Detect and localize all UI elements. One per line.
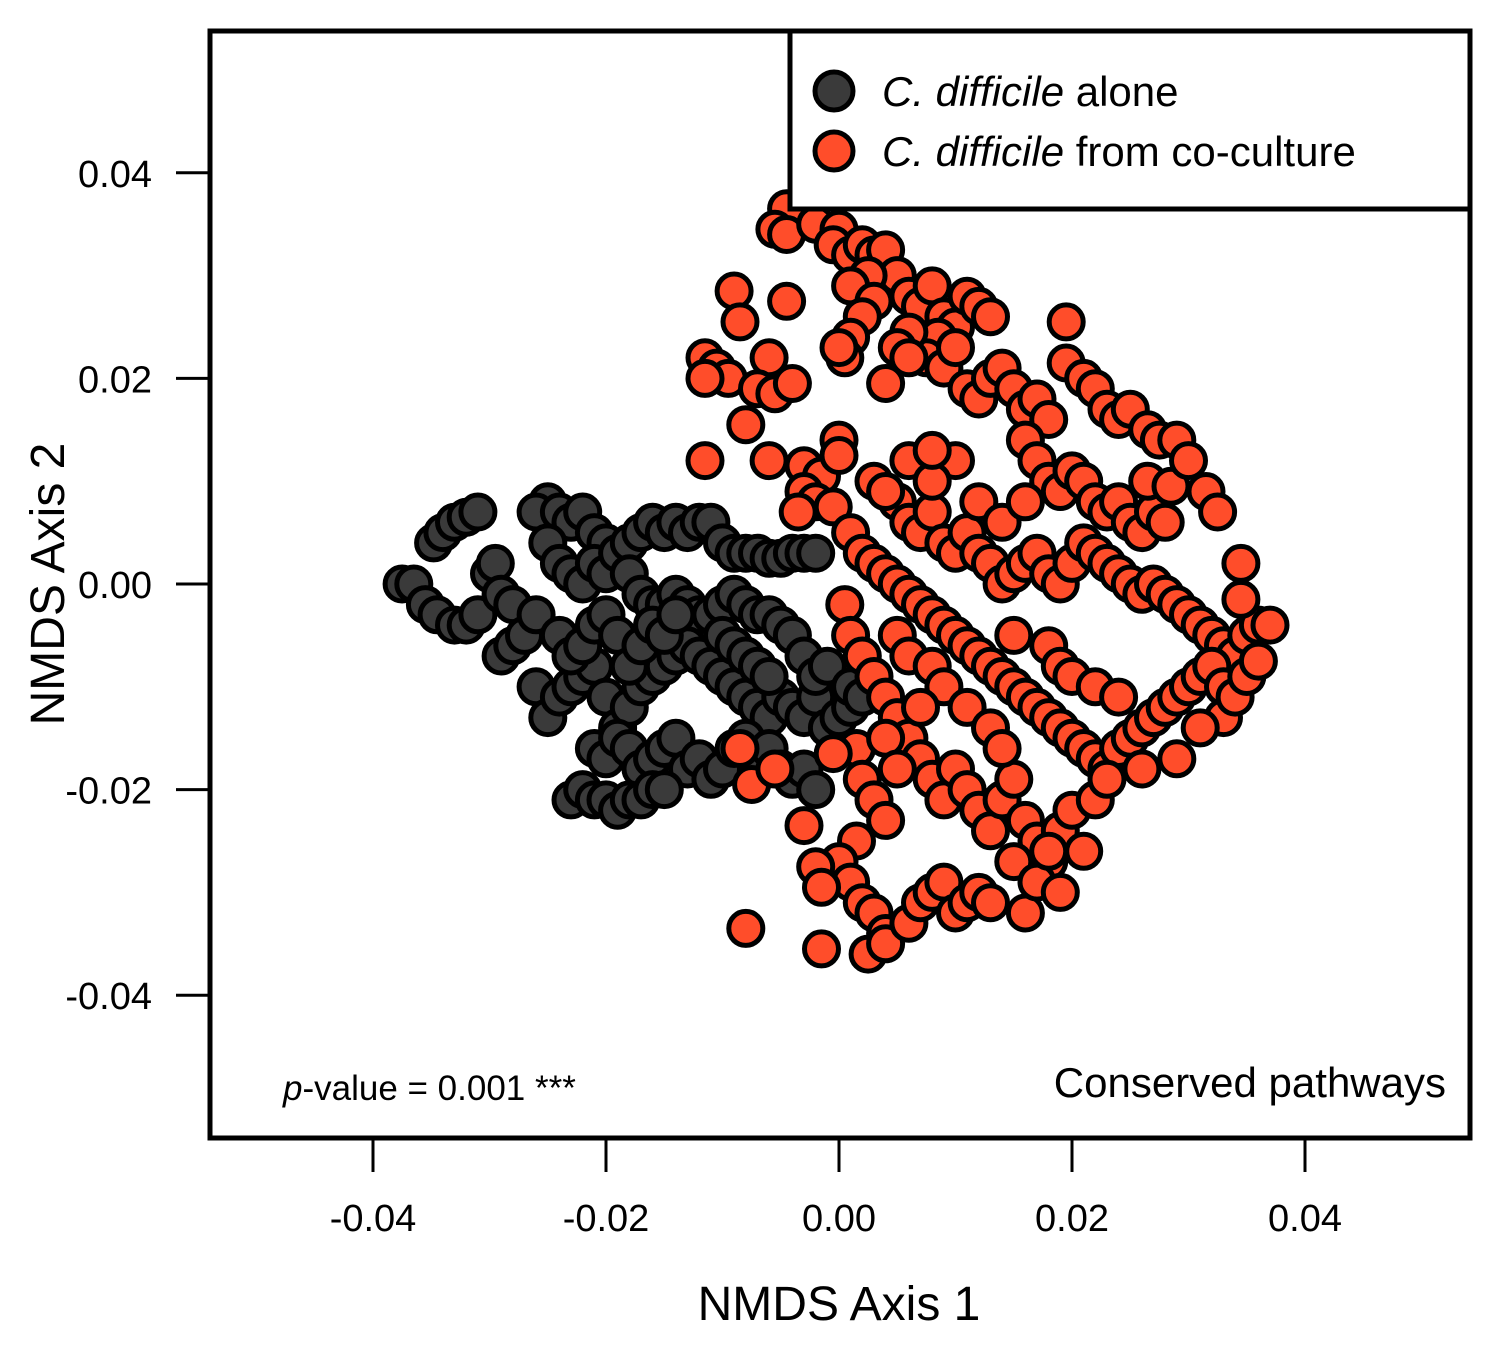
x-tick-label: -0.02 — [563, 1198, 650, 1240]
data-point — [813, 734, 853, 774]
y-tick-label: 0.02 — [78, 359, 152, 401]
series-co-culture — [685, 189, 1290, 974]
y-tick-label: 0.00 — [78, 565, 152, 607]
p-value-label: p-value = 0.001 *** — [282, 1069, 576, 1108]
p-value-italic: p — [282, 1069, 302, 1108]
panel-annotation: Conserved pathways — [1054, 1059, 1446, 1106]
data-point — [778, 492, 818, 532]
data-point — [936, 328, 975, 368]
data-point — [714, 271, 754, 311]
legend-label: C. difficile alone — [882, 68, 1179, 115]
legend-marker — [812, 69, 856, 113]
data-point — [1122, 749, 1162, 789]
data-point — [726, 405, 766, 445]
data-point — [720, 302, 760, 342]
legend-label-rest: alone — [1064, 68, 1178, 115]
data-point — [1064, 831, 1104, 871]
data-point — [475, 543, 515, 583]
legend-marker — [812, 129, 856, 173]
data-point — [749, 657, 789, 696]
points-layer — [382, 189, 1290, 974]
data-point — [720, 729, 760, 768]
data-point — [994, 615, 1034, 655]
data-point — [1157, 739, 1197, 779]
legend-label-italic: C. difficile — [882, 68, 1064, 115]
legend-box — [787, 28, 1473, 212]
data-point — [802, 867, 841, 907]
data-point — [1087, 759, 1127, 799]
data-point — [1221, 543, 1261, 583]
data-point — [685, 358, 725, 398]
data-point — [772, 364, 812, 403]
legend-label: C. difficile from co-culture — [882, 128, 1356, 175]
data-point — [1145, 502, 1185, 542]
y-tick-label: -0.02 — [65, 771, 152, 813]
data-point — [1099, 677, 1139, 717]
data-point — [819, 328, 859, 368]
data-point — [796, 770, 836, 810]
data-point — [802, 929, 841, 969]
data-point — [685, 441, 725, 481]
y-tick-label: 0.04 — [78, 154, 152, 196]
data-point — [982, 729, 1022, 768]
data-point — [726, 908, 766, 948]
data-point — [644, 770, 684, 810]
data-point — [1180, 708, 1220, 748]
data-point — [1169, 441, 1208, 481]
data-point — [755, 749, 795, 789]
data-point — [1221, 579, 1261, 619]
data-point — [971, 883, 1010, 923]
data-point — [866, 800, 906, 840]
x-axis-title: NMDS Axis 1 — [698, 1278, 981, 1331]
data-point — [1238, 641, 1278, 681]
p-value-text: -value = 0.001 *** — [302, 1069, 576, 1108]
series-alone — [382, 482, 882, 830]
data-point — [767, 281, 807, 321]
data-point — [784, 806, 824, 846]
x-tick-label: 0.02 — [1035, 1198, 1109, 1240]
y-axis-title: NMDS Axis 2 — [22, 443, 75, 726]
x-tick-label: 0.00 — [802, 1198, 876, 1240]
data-point — [825, 585, 865, 625]
data-point — [656, 595, 696, 635]
data-point — [889, 338, 929, 378]
data-point — [877, 749, 917, 789]
legend-label-italic: C. difficile — [882, 128, 1064, 175]
data-point — [819, 436, 859, 475]
data-point — [458, 492, 498, 532]
y-tick-label: -0.04 — [65, 976, 152, 1018]
data-point — [866, 472, 906, 511]
x-tick-label: -0.04 — [330, 1198, 417, 1240]
data-point — [1029, 831, 1069, 871]
data-point — [1040, 872, 1080, 912]
data-point — [901, 687, 940, 727]
data-point — [1046, 302, 1086, 342]
data-point — [971, 297, 1010, 337]
data-point — [749, 441, 789, 481]
data-point — [1198, 492, 1238, 532]
data-point — [1005, 482, 1045, 522]
data-point — [796, 533, 836, 573]
data-point — [912, 430, 952, 470]
data-point — [1250, 605, 1290, 645]
x-tick-label: 0.04 — [1268, 1198, 1342, 1240]
data-point — [866, 364, 906, 403]
legend-label-rest: from co-culture — [1064, 128, 1356, 175]
